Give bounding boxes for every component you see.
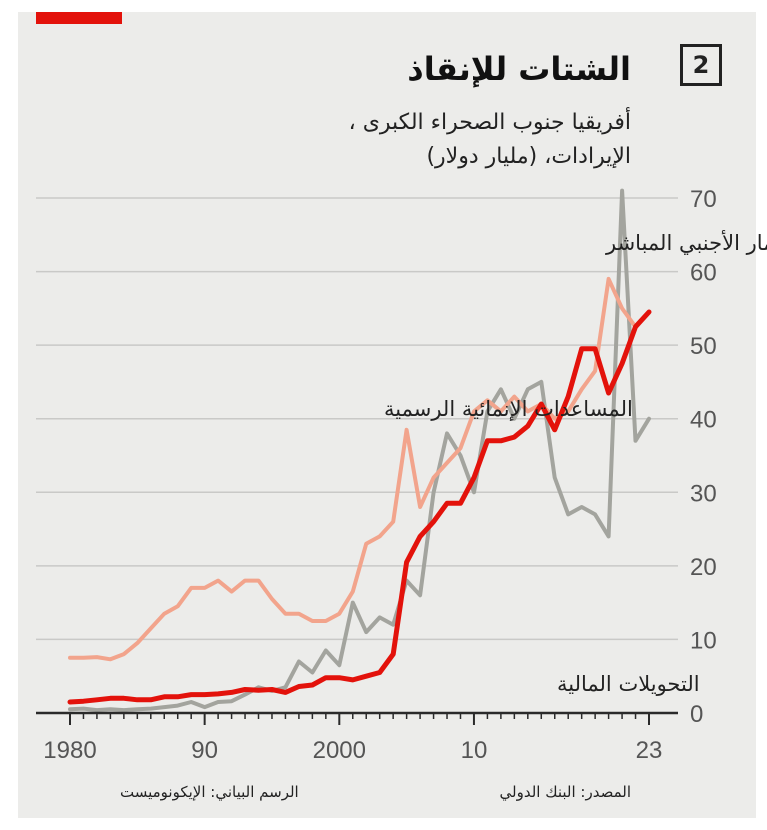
series-label-fdi: الاستثمار الأجنبي المباشر <box>605 230 767 255</box>
source-note: المصدر: البنك الدولي <box>499 783 631 801</box>
subtitle-line-2: الإيرادات، (مليار دولار) <box>426 144 631 169</box>
series-line-remittances <box>67 309 652 705</box>
subtitle-line-1: أفريقيا جنوب الصحراء الكبرى ، <box>348 110 631 135</box>
chart-title: الشتات للإنقاذ <box>407 50 631 88</box>
x-tick-label: 10 <box>461 737 488 764</box>
y-tick-label: 20 <box>690 554 717 581</box>
y-tick-label: 10 <box>690 627 717 654</box>
gridlines <box>36 197 678 641</box>
x-axis: 1980 90 2000 10 23 <box>36 711 678 764</box>
y-tick-label: 40 <box>690 407 717 434</box>
x-tick-label: 23 <box>636 737 663 764</box>
chart-credit: الرسم البياني: الإيكونوميست <box>120 783 299 801</box>
x-tick-label: 90 <box>191 737 218 764</box>
y-tick-label: 70 <box>690 186 717 213</box>
accent-bar <box>36 12 122 24</box>
series-line-fdi <box>68 188 651 713</box>
y-tick-label: 50 <box>690 333 717 360</box>
y-axis-ticks: 0 10 20 30 40 50 60 70 <box>690 186 717 728</box>
series-label-remittances: التحويلات المالية <box>557 672 700 696</box>
series-labels: الاستثمار الأجنبي المباشر المساعدات الإن… <box>384 230 767 696</box>
chart-subtitle: أفريقيا جنوب الصحراء الكبرى ، الإيرادات،… <box>349 106 631 174</box>
series-label-oda: المساعدات الإنمائية الرسمية <box>384 397 633 421</box>
figure-number: 2 <box>680 44 722 86</box>
y-tick-label: 60 <box>690 260 717 287</box>
x-tick-label: 1980 <box>43 737 96 764</box>
y-tick-label: 30 <box>690 480 717 507</box>
series-lines <box>67 188 652 713</box>
y-tick-label: 0 <box>690 701 703 728</box>
x-tick-label: 2000 <box>313 737 366 764</box>
